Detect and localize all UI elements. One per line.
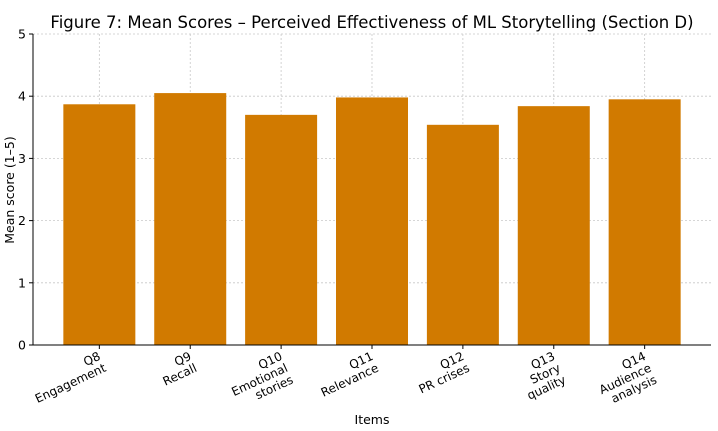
x-axis-label: Items xyxy=(355,412,390,427)
x-tick-label-line: Q9 xyxy=(172,349,193,369)
y-tick-label: 4 xyxy=(18,89,26,104)
x-tick-label-line: Engagement xyxy=(33,361,109,406)
y-axis-label: Mean score (1–5) xyxy=(2,136,17,244)
x-tick-label-line: Q8 xyxy=(81,349,102,369)
bar-q11 xyxy=(336,97,408,345)
bar-q12 xyxy=(426,124,499,345)
bars xyxy=(63,93,681,345)
y-tick-label: 1 xyxy=(18,275,26,290)
y-tick-label: 5 xyxy=(18,27,26,42)
y-ticks: 0 1 2 3 4 5 xyxy=(18,27,33,353)
bar-q8 xyxy=(63,104,136,345)
y-tick-label: 2 xyxy=(18,213,26,228)
y-tick-label: 0 xyxy=(18,338,26,353)
y-tick-label: 3 xyxy=(18,151,26,166)
bar-q14 xyxy=(608,99,681,345)
bar-q13 xyxy=(517,106,590,345)
bar-q10 xyxy=(245,114,318,345)
chart-title: Figure 7: Mean Scores – Perceived Effect… xyxy=(50,13,693,32)
bar-q9 xyxy=(154,93,227,345)
